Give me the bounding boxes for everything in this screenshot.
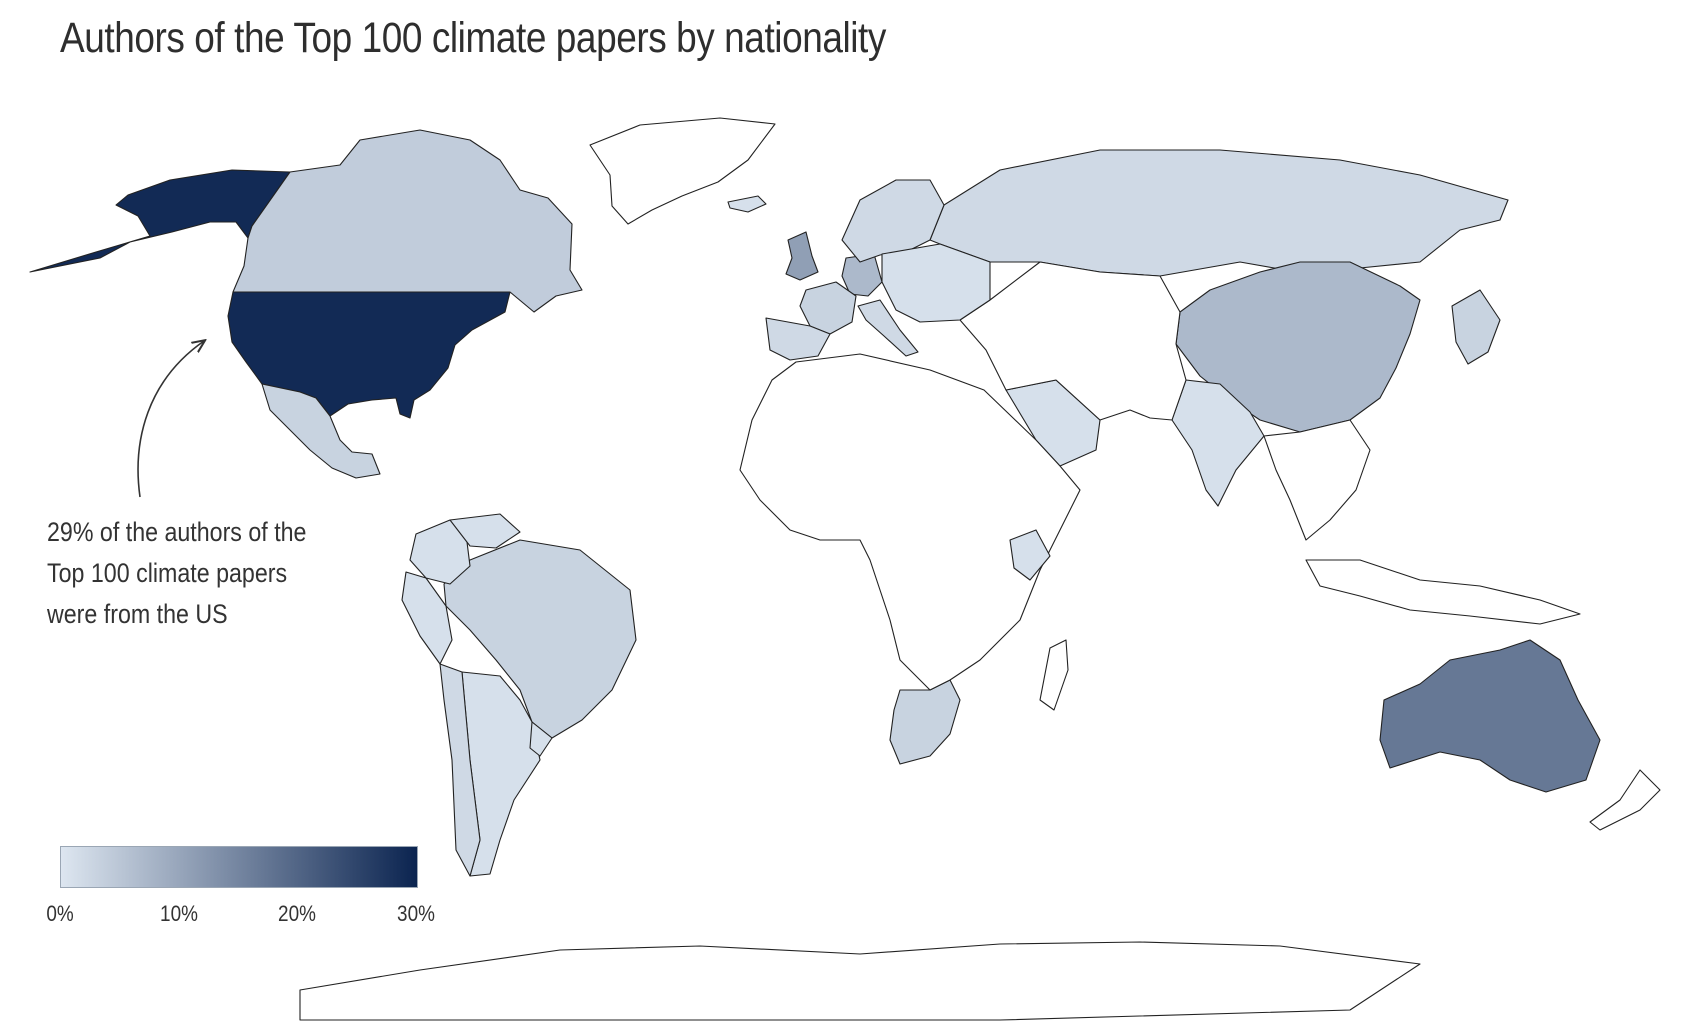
country-africa-other xyxy=(739,353,1081,691)
annotation-arrow xyxy=(137,341,204,498)
annotation-line: were from the US xyxy=(47,599,228,629)
map-title: Authors of the Top 100 climate papers by… xyxy=(60,14,886,62)
country-japan xyxy=(1451,289,1501,365)
country-iceland xyxy=(727,195,767,213)
legend-tick-label: 10% xyxy=(159,901,198,926)
country-southeast-asia-other xyxy=(1263,419,1371,541)
country-nordic-countries xyxy=(841,179,945,263)
legend-tick-label: 0% xyxy=(46,901,74,926)
country-india xyxy=(1171,379,1265,507)
country-indonesia xyxy=(1305,559,1581,625)
legend-tick-label: 30% xyxy=(397,901,435,926)
country-mexico xyxy=(261,383,381,479)
country-antarctica xyxy=(299,941,1421,1021)
country-eastern-europe xyxy=(881,243,991,323)
annotation-text: 29% of the authors of the Top 100 climat… xyxy=(47,512,331,635)
country-venezuela xyxy=(449,513,521,549)
color-legend: 0% 10% 20% 30% xyxy=(46,846,435,926)
country-peru xyxy=(401,571,453,665)
country-italy xyxy=(857,299,919,357)
country-australia xyxy=(1379,639,1601,793)
country-shapes xyxy=(29,117,1661,1021)
country-united-states xyxy=(227,291,511,419)
annotation-line: Top 100 climate papers xyxy=(47,558,288,588)
country-chile xyxy=(439,663,481,877)
country-russia xyxy=(929,149,1509,277)
country-france xyxy=(799,281,857,335)
country-new-zealand xyxy=(1589,769,1661,831)
country-middle-east-central-asia-other xyxy=(959,261,1187,421)
country-united-kingdom xyxy=(785,231,819,281)
legend-gradient-bar xyxy=(60,846,418,888)
country-spain xyxy=(765,317,831,361)
legend-tick-label: 20% xyxy=(278,901,317,926)
country-greenland xyxy=(589,117,776,225)
country-canada xyxy=(232,129,583,313)
country-south-africa xyxy=(889,679,961,765)
country-madagascar xyxy=(1039,639,1069,711)
country-uruguay xyxy=(529,721,553,757)
annotation-line: 29% of the authors of the xyxy=(47,517,307,547)
country-alaska-us xyxy=(29,169,291,273)
country-kenya xyxy=(1009,529,1051,581)
